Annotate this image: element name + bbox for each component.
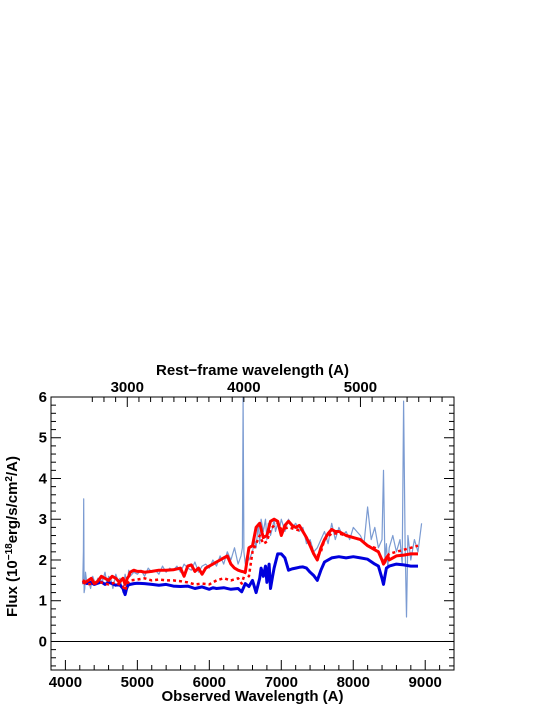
x-tick-label: 4000 — [49, 674, 82, 691]
top-tick-label: 3000 — [111, 379, 144, 396]
y-tick-label: 1 — [39, 593, 47, 610]
plot-frame — [50, 396, 455, 671]
y-tick-label: 4 — [39, 470, 48, 487]
series-red-solid-line — [81, 517, 418, 586]
top-axis-label: Rest−frame wavelength (A) — [156, 362, 349, 379]
y-tick-label: 3 — [39, 511, 47, 528]
axis-ticks: 4000 5000 6000 7000 8000 9000 0 1 2 3 4 5 6 3000 4000 5… — [39, 379, 455, 691]
top-tick-label: 5000 — [344, 379, 377, 396]
y-tick-label: 5 — [39, 430, 47, 447]
x-axis-label: Observed Wavelength (A) — [162, 688, 344, 705]
x-tick-label: 6000 — [193, 674, 226, 691]
top-tick-label: 4000 — [227, 379, 260, 396]
y-axis-label-part: /A) — [4, 456, 21, 476]
series-blue-solid-line — [81, 552, 418, 597]
x-tick-label: 5000 — [121, 674, 154, 691]
y-axis-label-exponent: 2 — [4, 476, 15, 482]
x-tick-label: 9000 — [409, 674, 442, 691]
x-tick-label: 8000 — [337, 674, 370, 691]
plot-area — [51, 397, 454, 642]
y-axis-label: Flux (10−18erg/s/cm2/A) — [4, 456, 22, 617]
series-red-dotted-line — [82, 522, 419, 592]
y-tick-label: 2 — [39, 552, 47, 569]
y-tick-label: 0 — [39, 633, 47, 650]
y-axis-label-exponent: −18 — [4, 543, 15, 560]
y-axis-label-part: Flux (10 — [4, 560, 21, 617]
x-tick-label: 7000 — [265, 674, 298, 691]
y-axis-label-part: erg/s/cm — [4, 482, 21, 544]
y-tick-label: 6 — [39, 389, 47, 406]
